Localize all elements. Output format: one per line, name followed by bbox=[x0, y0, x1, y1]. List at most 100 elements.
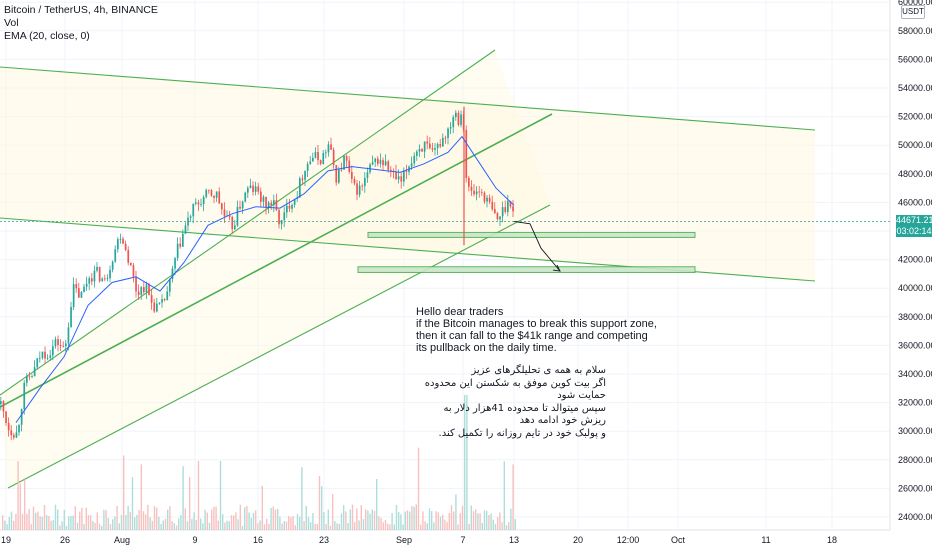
volume-bar bbox=[50, 520, 52, 530]
volume-bar bbox=[171, 521, 173, 530]
volume-bar bbox=[477, 513, 479, 530]
volume-bar bbox=[105, 510, 107, 530]
candle-body bbox=[200, 204, 202, 205]
ascending-channel-middle-line[interactable] bbox=[0, 113, 553, 408]
volume-bar bbox=[365, 509, 367, 530]
candle-body bbox=[111, 261, 114, 270]
volume-bar bbox=[142, 511, 145, 530]
candle-body bbox=[416, 151, 418, 156]
volume-bar bbox=[406, 510, 409, 530]
volume-bar bbox=[85, 507, 87, 530]
ascending-channel-lower-line[interactable] bbox=[7, 204, 551, 489]
volume-bar bbox=[263, 524, 266, 530]
y-tick-label: 40000.00 bbox=[898, 283, 932, 293]
volume-bar bbox=[380, 518, 382, 530]
x-tick-label: 12:00 bbox=[617, 535, 640, 545]
candle-body bbox=[169, 278, 171, 292]
candle-body bbox=[457, 112, 460, 125]
volume-bar bbox=[448, 512, 450, 530]
candle-body bbox=[0, 401, 2, 405]
x-tick-label: Aug bbox=[114, 535, 130, 545]
y-tick-label: 50000.00 bbox=[898, 140, 932, 150]
volume-bar bbox=[400, 514, 402, 530]
candle-body bbox=[78, 288, 80, 298]
volume-bar bbox=[68, 516, 70, 530]
candle-body bbox=[496, 213, 499, 220]
candle-body bbox=[13, 435, 15, 438]
currency-unit-label[interactable]: USDT bbox=[901, 5, 925, 19]
candle-body bbox=[478, 191, 481, 193]
candle-body bbox=[403, 170, 405, 182]
candle-body bbox=[44, 351, 46, 359]
volume-bar bbox=[21, 513, 24, 530]
chart-legend: Bitcoin / TetherUS, 4h, BINANCE Vol EMA … bbox=[4, 4, 158, 43]
support-zone[interactable] bbox=[367, 231, 696, 238]
volume-bar bbox=[65, 525, 68, 530]
volume-bar bbox=[508, 522, 510, 530]
candle-body bbox=[72, 284, 75, 308]
volume-bar bbox=[101, 525, 103, 530]
candle-body bbox=[18, 424, 20, 433]
candle-body bbox=[309, 161, 312, 165]
volume-bar bbox=[283, 521, 285, 530]
support-zone[interactable] bbox=[357, 266, 696, 273]
volume-bar bbox=[35, 512, 37, 530]
volume-bar bbox=[200, 518, 202, 530]
volume-bar bbox=[492, 519, 494, 530]
candle-body bbox=[270, 202, 273, 206]
annotation-english: Hello dear traders if the Bitcoin manage… bbox=[416, 306, 716, 354]
candle-body bbox=[213, 195, 215, 198]
ascending-channel-upper-line[interactable] bbox=[0, 49, 496, 396]
volume-bar bbox=[512, 464, 514, 530]
volume-bar bbox=[147, 504, 149, 530]
volume-bar bbox=[382, 522, 384, 530]
volume-bar bbox=[481, 522, 483, 530]
candle-body bbox=[306, 164, 309, 171]
volume-bar bbox=[81, 507, 83, 530]
candle-body bbox=[249, 185, 252, 188]
descending-channel-upper-line[interactable] bbox=[0, 66, 816, 131]
volume-bar bbox=[164, 518, 167, 530]
candle-body bbox=[163, 299, 166, 301]
volume-bar bbox=[8, 516, 10, 530]
volume-bar bbox=[134, 517, 136, 530]
candle-body bbox=[257, 186, 260, 192]
symbol-title[interactable]: Bitcoin / TetherUS, 4h, BINANCE bbox=[4, 4, 158, 16]
volume-bar bbox=[226, 520, 228, 530]
volume-indicator-label[interactable]: Vol bbox=[4, 17, 19, 29]
volume-bar bbox=[279, 516, 281, 530]
volume-bar bbox=[310, 522, 312, 530]
candle-body bbox=[260, 191, 262, 202]
volume-bar bbox=[63, 509, 65, 530]
volume-bar bbox=[10, 511, 13, 530]
candle-body bbox=[299, 178, 301, 198]
candle-body bbox=[140, 287, 143, 296]
volume-bar bbox=[131, 477, 134, 530]
volume-bar bbox=[167, 509, 169, 530]
volume-bar bbox=[149, 517, 151, 530]
candle-body bbox=[39, 357, 41, 359]
text-annotation[interactable]: Hello dear traders if the Bitcoin manage… bbox=[416, 306, 716, 440]
candle-body bbox=[49, 355, 52, 358]
x-tick-label: 13 bbox=[509, 535, 519, 545]
volume-bar bbox=[74, 506, 76, 530]
volume-bar bbox=[461, 505, 464, 530]
candle-body bbox=[405, 170, 408, 172]
volume-bar bbox=[83, 524, 85, 530]
ema-indicator-label[interactable]: EMA (20, close, 0) bbox=[4, 30, 90, 42]
candle-body bbox=[327, 144, 330, 153]
projection-arrow[interactable] bbox=[513, 220, 561, 272]
volume-bar bbox=[57, 509, 59, 530]
x-tick-label: 16 bbox=[253, 535, 263, 545]
volume-bar bbox=[92, 520, 94, 530]
volume-bar bbox=[233, 515, 235, 530]
volume-bar bbox=[204, 509, 206, 530]
volume-bar bbox=[252, 512, 255, 530]
volume-bar bbox=[514, 519, 516, 530]
volume-bar bbox=[182, 466, 184, 530]
candle-body bbox=[161, 299, 163, 303]
descending-channel-fill bbox=[0, 67, 815, 281]
volume-bar bbox=[433, 522, 435, 530]
y-tick-label: 56000.00 bbox=[898, 54, 932, 64]
